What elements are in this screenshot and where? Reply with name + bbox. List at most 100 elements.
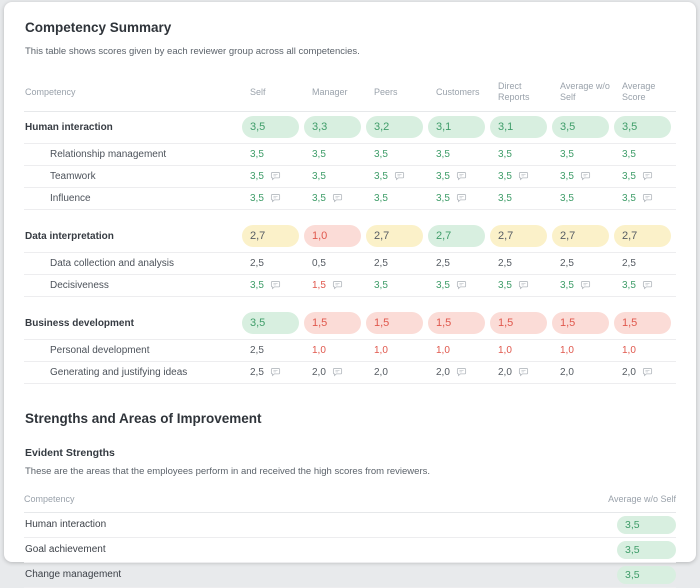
comment-icon[interactable]	[270, 193, 281, 204]
score-pill: 2,7	[490, 225, 547, 247]
score-cell: 3,5	[552, 280, 614, 291]
competency-row[interactable]: Relationship management 3,5 3,5 3,5 3,5 3,5 3,…	[24, 144, 676, 166]
score-pill: 3,3	[304, 116, 361, 138]
competency-row[interactable]: Teamwork 3,5 3,5 3,5 3,5 3,5 3,5 3,5	[24, 166, 676, 188]
score-value: 3,5	[250, 192, 264, 204]
comment-icon[interactable]	[394, 171, 405, 182]
score-value: 3,5	[622, 170, 636, 182]
comment-icon[interactable]	[270, 171, 281, 182]
score-cell: 3,5	[428, 280, 490, 291]
group-gap	[24, 210, 676, 221]
score-pill: 1,5	[304, 312, 361, 334]
competency-label: Teamwork	[50, 170, 96, 182]
evident-strengths-description: These are the areas that the employees p…	[25, 465, 431, 477]
strength-label: Goal achievement	[25, 544, 106, 555]
score-cell: 2,5	[242, 258, 304, 269]
score-pill: 2,7	[428, 225, 485, 247]
score-cell: 3,5	[614, 280, 676, 291]
score-value: 3,5	[560, 148, 574, 160]
competency-row[interactable]: Decisiveness 3,5 1,5 3,5 3,5 3,5 3,5 3,5	[24, 275, 676, 297]
score-cell: 3,3	[304, 116, 366, 138]
score-cell: 1,5	[304, 312, 366, 334]
score-pill: 2,7	[242, 225, 299, 247]
score-pill: 1,0	[304, 225, 361, 247]
score-pill: 3,5	[552, 116, 609, 138]
score-value: 3,5	[498, 148, 512, 160]
score-value: 1,0	[312, 344, 326, 356]
strength-row[interactable]: Goal achievement 3,5	[24, 538, 676, 563]
competency-label: Personal development	[50, 344, 150, 356]
score-cell: 2,7	[242, 225, 304, 247]
score-value: 2,0	[312, 366, 326, 378]
column-header: Average w/o Self	[560, 81, 610, 103]
competency-row[interactable]: Generating and justifying ideas 2,5 2,0 2,0…	[24, 362, 676, 384]
comment-icon[interactable]	[580, 171, 591, 182]
comment-icon[interactable]	[518, 171, 529, 182]
score-cell: 3,5	[614, 171, 676, 182]
competency-label: Decisiveness	[50, 279, 109, 291]
strength-row[interactable]: Human interaction 3,5	[24, 513, 676, 538]
competency-row[interactable]: Personal development 2,5 1,0 1,0 1,0 1,0 1,0 1,…	[24, 340, 676, 362]
column-header-average-wo-self: Average w/o Self	[608, 493, 676, 504]
score-value: 2,0	[436, 366, 450, 378]
comment-icon[interactable]	[456, 280, 467, 291]
score-value: 2,5	[498, 257, 512, 269]
comment-icon[interactable]	[580, 280, 591, 291]
comment-icon[interactable]	[332, 193, 343, 204]
score-value: 2,0	[374, 366, 388, 378]
score-cell: 3,5	[304, 149, 366, 160]
score-cell: 1,5	[614, 312, 676, 334]
comment-icon[interactable]	[642, 193, 653, 204]
score-cell: 2,7	[428, 225, 490, 247]
score-pill: 1,5	[614, 312, 671, 334]
score-value: 2,5	[250, 257, 264, 269]
score-cell: 1,5	[552, 312, 614, 334]
strengths-table-body: Human interaction 3,5 Goal achievement 3,5 C…	[24, 513, 676, 588]
comment-icon[interactable]	[456, 193, 467, 204]
score-cell: 3,1	[490, 116, 552, 138]
competency-group-row[interactable]: Business development 3,5 1,5 1,5 1,5 1,5 1,5 1,…	[24, 308, 676, 340]
score-cell: 2,7	[366, 225, 428, 247]
score-cell: 3,5	[552, 171, 614, 182]
comment-icon[interactable]	[642, 171, 653, 182]
score-cell: 3,5	[614, 116, 676, 138]
score-value: 1,0	[374, 344, 388, 356]
comment-icon[interactable]	[270, 367, 281, 378]
score-cell: 3,5	[242, 312, 304, 334]
strength-score-pill: 3,5	[617, 515, 676, 534]
score-value: 1,0	[560, 344, 574, 356]
comment-icon[interactable]	[642, 280, 653, 291]
competency-row[interactable]: Influence 3,5 3,5 3,5 3,5 3,5 3,5 3,5	[24, 188, 676, 210]
score-value: 2,5	[250, 344, 264, 356]
competency-group-row[interactable]: Human interaction 3,5 3,3 3,2 3,1 3,1 3,5 3,5	[24, 112, 676, 144]
score-value: 2,5	[250, 366, 264, 378]
comment-icon[interactable]	[642, 367, 653, 378]
score-cell: 3,2	[366, 116, 428, 138]
competency-group-row[interactable]: Data interpretation 2,7 1,0 2,7 2,7 2,7 2,7 2,7	[24, 221, 676, 253]
comment-icon[interactable]	[332, 280, 343, 291]
comment-icon[interactable]	[456, 171, 467, 182]
score-pill: 3,1	[490, 116, 547, 138]
score-cell: 3,5	[304, 171, 366, 182]
comment-icon[interactable]	[332, 367, 343, 378]
score-pill: 1,5	[428, 312, 485, 334]
comment-icon[interactable]	[456, 367, 467, 378]
column-header: Direct Reports	[498, 81, 530, 103]
strength-row[interactable]: Change management 3,5	[24, 563, 676, 588]
competency-row[interactable]: Data collection and analysis 2,5 0,5 2,5 2,5…	[24, 253, 676, 275]
score-cell: 3,5	[614, 149, 676, 160]
comment-icon[interactable]	[518, 280, 529, 291]
score-cell: 3,5	[552, 116, 614, 138]
score-cell: 2,0	[614, 367, 676, 378]
score-pill: 2,7	[552, 225, 609, 247]
score-value: 3,5	[374, 170, 388, 182]
column-header: Competency	[25, 86, 76, 97]
score-value: 3,5	[250, 170, 264, 182]
score-value: 3,5	[436, 170, 450, 182]
score-value: 1,0	[436, 344, 450, 356]
comment-icon[interactable]	[270, 280, 281, 291]
score-value: 3,5	[250, 148, 264, 160]
score-cell: 1,0	[304, 345, 366, 356]
score-value: 3,5	[250, 279, 264, 291]
comment-icon[interactable]	[518, 367, 529, 378]
